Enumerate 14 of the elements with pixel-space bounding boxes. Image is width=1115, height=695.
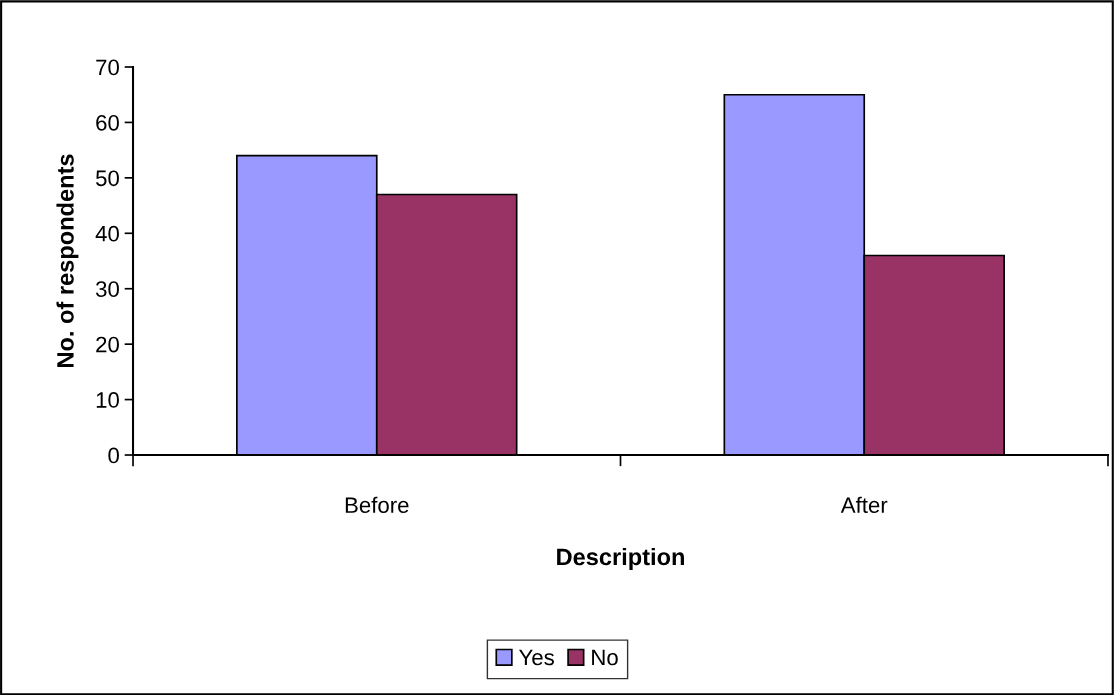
- y-tick-label: 70: [96, 59, 119, 76]
- y-tick-label: 0: [108, 447, 119, 464]
- x-tick-label: After: [840, 496, 888, 514]
- legend-label: Yes: [518, 649, 554, 666]
- y-tick-label: 10: [96, 392, 119, 408]
- x-tick-label: Before: [345, 496, 409, 514]
- y-tick-label: 20: [96, 336, 119, 353]
- y-tick-label: 50: [96, 170, 119, 187]
- x-axis-title: Description: [557, 547, 684, 570]
- y-axis-title: No. of respondents: [56, 154, 79, 367]
- y-tick-label: 60: [96, 114, 119, 131]
- y-tick-label: 40: [95, 225, 119, 242]
- legend-label: No: [592, 649, 618, 666]
- y-tick-label: 30: [95, 281, 119, 297]
